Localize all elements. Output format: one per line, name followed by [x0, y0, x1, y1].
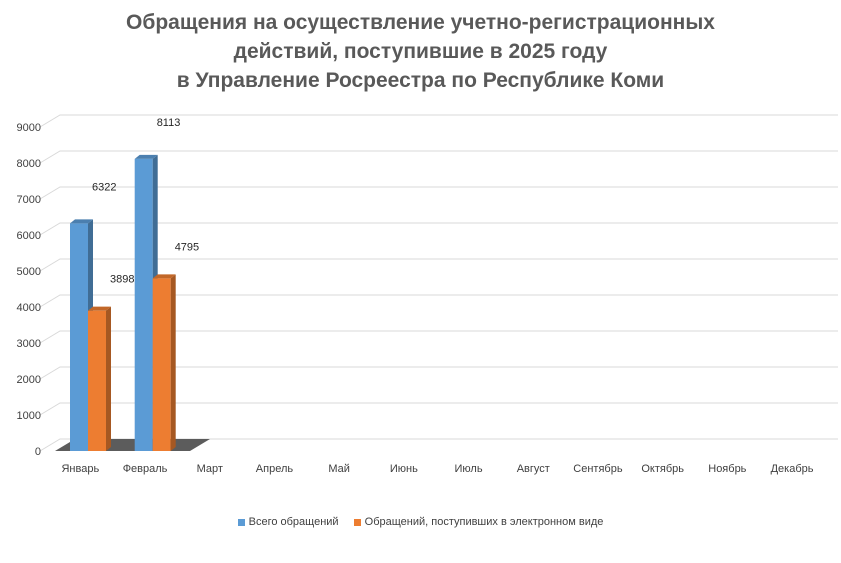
- data-label: 6322: [92, 181, 116, 193]
- x-tick-label: Октябрь: [641, 463, 684, 475]
- x-tick-label: Май: [328, 463, 350, 475]
- bar-front: [88, 310, 106, 451]
- x-tick-label: Декабрь: [771, 463, 814, 475]
- bar-front: [152, 278, 171, 451]
- x-tick-label: Февраль: [123, 463, 168, 475]
- gridline: [39, 186, 838, 200]
- x-tick-label: Июнь: [390, 463, 418, 475]
- y-tick-label: 9000: [17, 122, 41, 134]
- legend-label-electronic: Обращений, поступивших в электронном вид…: [364, 516, 604, 528]
- data-label: 4795: [175, 241, 199, 253]
- x-tick-label: Январь: [61, 463, 99, 475]
- y-tick-label: 2000: [17, 374, 41, 386]
- legend-swatch-orange: [353, 518, 361, 526]
- gridline: [39, 222, 838, 236]
- gridline: [39, 438, 838, 452]
- x-tick-label: Июль: [455, 463, 483, 475]
- bar-front: [134, 158, 153, 451]
- x-tick-label: Март: [197, 463, 223, 475]
- y-tick-label: 8000: [17, 158, 41, 170]
- y-tick-label: 7000: [17, 194, 41, 206]
- gridline: [39, 294, 838, 308]
- bar-top: [134, 154, 158, 159]
- x-tick-label: Апрель: [256, 463, 294, 475]
- data-label: 3898: [110, 274, 134, 286]
- legend-item-electronic: Обращений, поступивших в электронном вид…: [353, 516, 604, 528]
- bar-front: [70, 223, 88, 451]
- chart-title: Обращения на осуществление учетно-регист…: [0, 8, 841, 95]
- gridline: [39, 366, 838, 380]
- y-tick-label: 3000: [17, 338, 41, 350]
- data-label: 8113: [157, 117, 181, 129]
- legend-item-total: Всего обращений: [237, 516, 339, 528]
- chart-title-line-1: Обращения на осуществление учетно-регист…: [126, 11, 715, 34]
- gridline: [39, 330, 838, 344]
- legend-swatch-blue: [237, 518, 245, 526]
- chart-title-line-2: действий, поступившие в 2025 году: [233, 40, 608, 63]
- bar-side: [106, 306, 111, 451]
- x-tick-label: Август: [517, 463, 550, 475]
- gridline: [39, 114, 838, 128]
- chart-title-line-3: в Управление Росреестра по Республике Ко…: [176, 69, 665, 92]
- legend: Всего обращений Обращений, поступивших в…: [0, 516, 841, 529]
- x-tick-label: Сентябрь: [573, 463, 623, 475]
- bar-side: [170, 274, 176, 451]
- gridline: [39, 150, 838, 164]
- bar-top: [152, 274, 176, 279]
- y-tick-label: 1000: [17, 410, 41, 422]
- y-tick-label: 4000: [17, 302, 41, 314]
- y-tick-label: 6000: [17, 230, 41, 242]
- legend-label-total: Всего обращений: [248, 516, 339, 528]
- y-tick-label: 5000: [17, 266, 41, 278]
- x-tick-label: Ноябрь: [708, 463, 746, 475]
- gridline: [39, 402, 838, 416]
- gridline: [39, 258, 838, 272]
- bar-top: [88, 306, 111, 311]
- bar-top: [70, 219, 93, 224]
- y-tick-label: 0: [35, 446, 41, 458]
